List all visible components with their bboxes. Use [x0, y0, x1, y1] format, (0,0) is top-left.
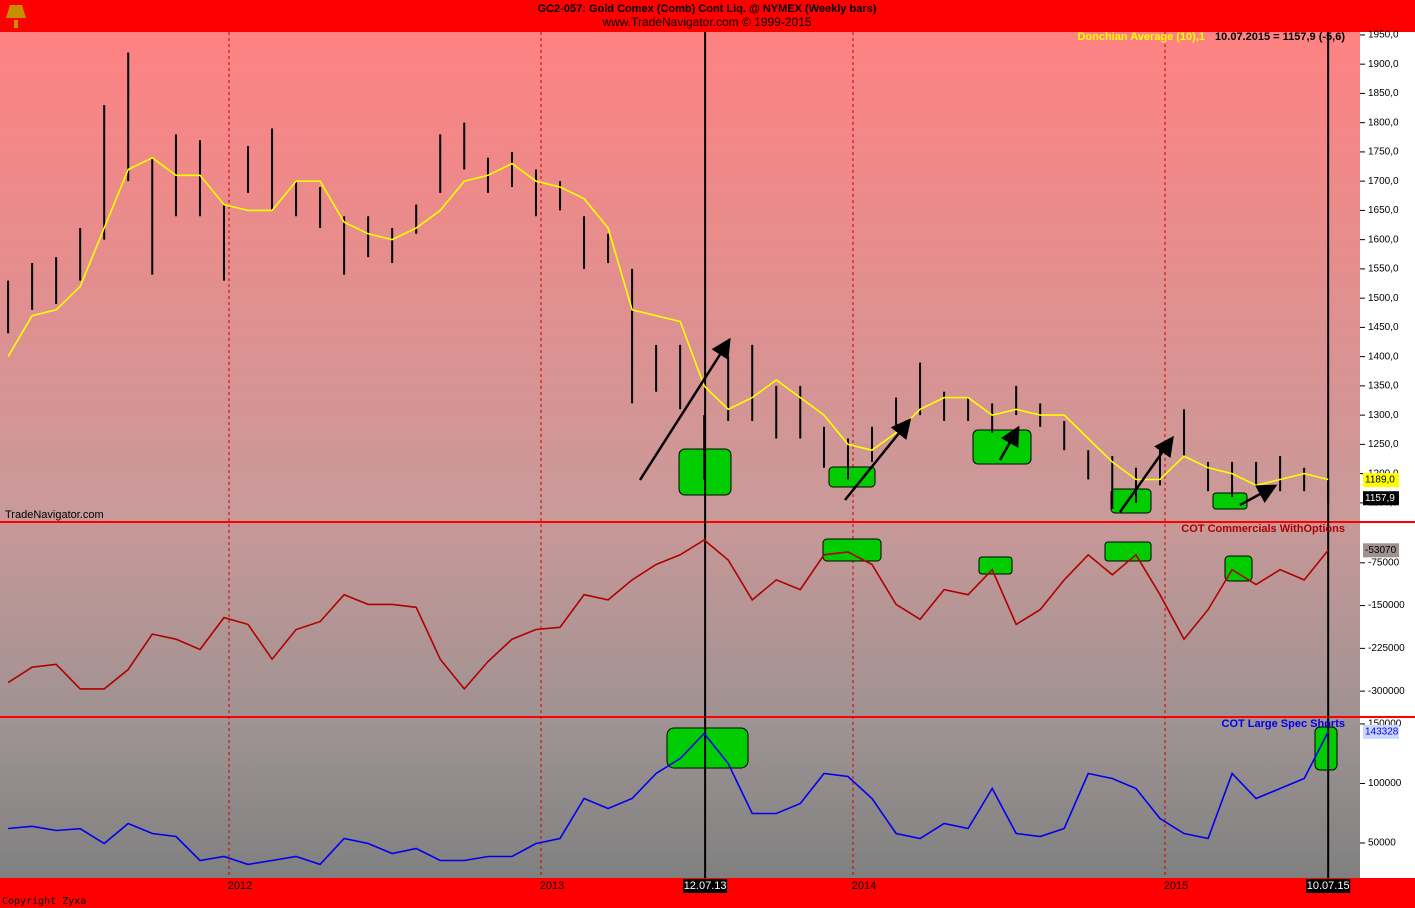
price-pane	[0, 32, 1360, 521]
highlight-box	[828, 466, 876, 488]
arrow	[1118, 435, 1174, 513]
indicator-line	[7, 539, 1329, 691]
y-tick-label: 1950,0	[1368, 30, 1399, 41]
y-tick-label: 100000	[1368, 778, 1402, 789]
highlight-box	[666, 727, 749, 769]
x-tick-label: 2012	[228, 880, 252, 892]
value-tag-box	[1363, 473, 1399, 488]
title: GC2-057: Gold Comex (Comb) Cont Liq. @ N…	[538, 3, 877, 15]
arrow	[844, 418, 912, 501]
logo	[6, 5, 26, 28]
y-tick-label: 150000	[1368, 719, 1402, 730]
y-tick-label: 1500,0	[1368, 293, 1399, 304]
value-tag-box	[1363, 491, 1399, 506]
y-tick-label: 1400,0	[1368, 351, 1399, 362]
y-tick-label: 50000	[1368, 838, 1396, 849]
data-layer	[7, 32, 1330, 878]
y-tick-label: 1300,0	[1368, 410, 1399, 421]
highlight-box	[1212, 492, 1248, 510]
y-tick-label: 1250,0	[1368, 439, 1399, 450]
x-tick-label: 2015	[1164, 880, 1188, 892]
watermark: TradeNavigator.com	[5, 509, 104, 521]
subtitle: www.TradeNavigator.com © 1999-2015	[601, 15, 811, 29]
y-tick-label: 1800,0	[1368, 117, 1399, 128]
legend-entry: COT Commercials WithOptions	[1181, 523, 1345, 535]
value-tag-box	[1363, 543, 1399, 558]
axis-strip	[1360, 32, 1415, 878]
value-tag-box	[1363, 724, 1399, 739]
highlight-box	[978, 556, 1013, 575]
legend-entry: COT Large Spec Shorts	[1222, 718, 1345, 730]
arrow	[1239, 484, 1278, 507]
highlight-box	[1104, 541, 1152, 562]
value-tag: 1157,9	[1365, 493, 1395, 504]
commercials-pane	[0, 523, 1360, 716]
date-marker-box	[683, 879, 728, 893]
x-tick-label: 2014	[852, 880, 876, 892]
highlight-boxes	[666, 429, 1338, 771]
value-tag: -53070	[1365, 545, 1397, 556]
last-value-label: 10.07.2015 = 1157,9 (-5,6)	[1215, 31, 1345, 43]
indicator-line	[7, 156, 1329, 487]
y-tick-label: -75000	[1368, 557, 1400, 568]
y-tick-label: -300000	[1368, 686, 1405, 697]
highlight-box	[1314, 726, 1338, 771]
y-tick-label: 1650,0	[1368, 205, 1399, 216]
copyright: Copyright Zyxa	[2, 896, 86, 907]
y-tick-label: 1550,0	[1368, 264, 1399, 275]
y-tick-label: 1700,0	[1368, 176, 1399, 187]
y-tick-label: 1600,0	[1368, 234, 1399, 245]
date-marker-label: 10.07.15	[1307, 880, 1350, 892]
label-layer: 201220132014201512.07.1310.07.151150,012…	[228, 30, 1405, 893]
value-tag: 1189,0	[1365, 475, 1395, 486]
indicator-line	[8, 731, 1329, 866]
value-tag: 143328	[1365, 727, 1399, 738]
highlight-box	[1110, 488, 1152, 514]
arrows	[638, 337, 1278, 513]
y-tick-label: -150000	[1368, 600, 1405, 611]
y-tick-label: 1450,0	[1368, 322, 1399, 333]
highlight-box	[822, 538, 882, 562]
date-marker-box	[1306, 879, 1351, 893]
arrow	[998, 425, 1020, 461]
y-tick-label: 1750,0	[1368, 147, 1399, 158]
y-tick-label: 1350,0	[1368, 381, 1399, 392]
y-tick-label: 1900,0	[1368, 59, 1399, 70]
x-tick-label: 2013	[540, 880, 564, 892]
y-tick-label: 1850,0	[1368, 88, 1399, 99]
highlight-box	[1224, 555, 1253, 582]
date-marker-label: 12.07.13	[684, 880, 727, 892]
legend-entry: Donchian Average (10),1	[1077, 31, 1205, 43]
y-tick-label: -225000	[1368, 643, 1405, 654]
arrow	[638, 337, 731, 481]
